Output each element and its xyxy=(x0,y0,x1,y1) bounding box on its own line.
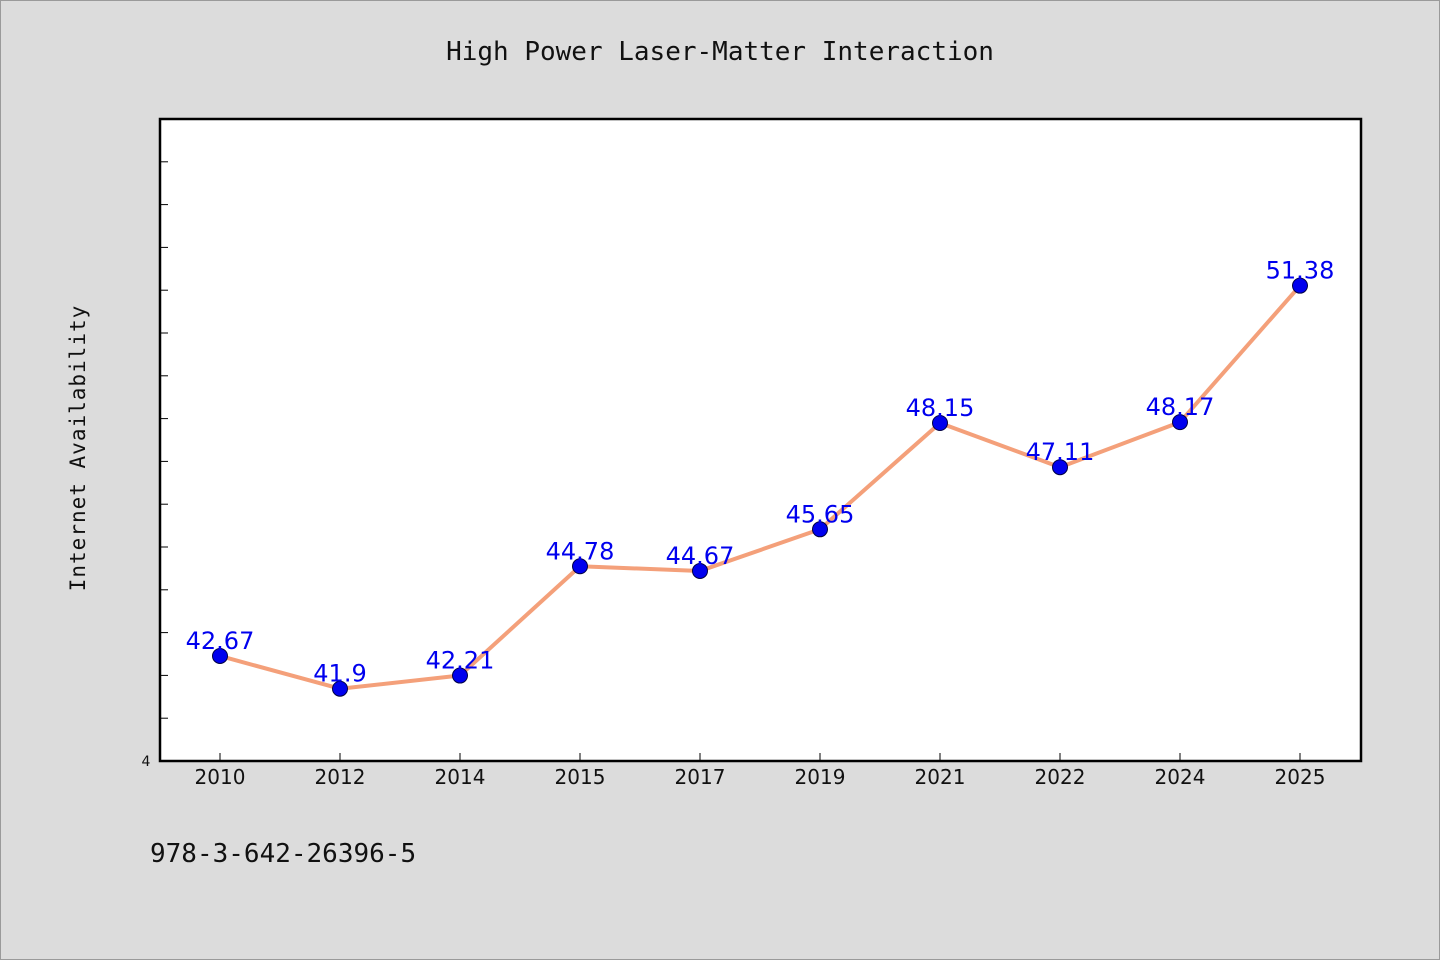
data-point-marker xyxy=(692,562,708,579)
data-label: 44.78 xyxy=(546,537,615,565)
x-axis-ticks: 2010 2012 2014 2015 2017 2019 2021 2022 2024 2025 xyxy=(195,753,1326,789)
x-tick-label: 2014 xyxy=(435,765,486,789)
data-label: 41.9 xyxy=(313,660,366,688)
data-point-marker xyxy=(1172,414,1188,431)
data-label: 42.21 xyxy=(426,647,495,675)
x-tick-label: 2019 xyxy=(795,765,846,789)
data-point-marker xyxy=(812,521,828,538)
data-point-marker xyxy=(212,647,228,664)
x-tick-label: 2017 xyxy=(675,765,726,789)
x-tick-label: 2021 xyxy=(915,765,966,789)
data-label: 48.15 xyxy=(906,394,975,422)
y-axis-ticks xyxy=(160,161,168,719)
data-point-marker xyxy=(452,667,468,684)
data-point-marker xyxy=(932,414,948,431)
x-tick-label: 2025 xyxy=(1275,765,1326,789)
series-line xyxy=(218,283,1302,691)
data-point-marker xyxy=(572,558,588,575)
x-tick-label: 2022 xyxy=(1035,765,1086,789)
y-axis-label: Internet Availability xyxy=(66,305,90,592)
data-point-marker xyxy=(332,680,348,697)
data-label: 42.67 xyxy=(186,627,255,655)
footer-isbn: 978-3-642-26396-5 xyxy=(150,839,416,869)
data-label: 47.11 xyxy=(1026,438,1095,466)
y-tick-label: 4 xyxy=(142,754,151,770)
data-labels: 42.67 41.9 42.21 44.78 44.67 45.65 48.15 47.11 4… xyxy=(186,257,1335,688)
data-label: 45.65 xyxy=(786,500,855,528)
x-tick-label: 2015 xyxy=(555,765,606,789)
x-tick-label: 2010 xyxy=(195,765,246,789)
x-tick-label: 2012 xyxy=(315,765,366,789)
series-layer xyxy=(212,277,1308,697)
plot-area xyxy=(158,117,1363,763)
data-label: 44.67 xyxy=(666,542,735,570)
x-tick-label: 2024 xyxy=(1155,765,1206,789)
data-point-marker xyxy=(1052,459,1068,476)
data-label: 48.17 xyxy=(1146,393,1215,421)
data-label: 51.38 xyxy=(1266,257,1335,285)
data-point-marker xyxy=(1292,277,1308,294)
chart-title: High Power Laser-Matter Interaction xyxy=(446,37,994,67)
